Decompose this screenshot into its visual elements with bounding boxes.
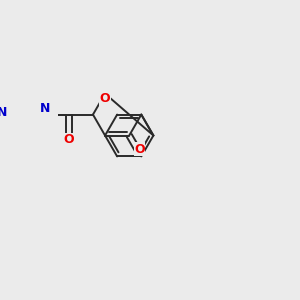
Text: N: N bbox=[0, 106, 7, 119]
Text: O: O bbox=[100, 92, 110, 105]
Text: N: N bbox=[40, 102, 50, 116]
Text: O: O bbox=[64, 134, 74, 146]
Text: O: O bbox=[134, 143, 145, 156]
